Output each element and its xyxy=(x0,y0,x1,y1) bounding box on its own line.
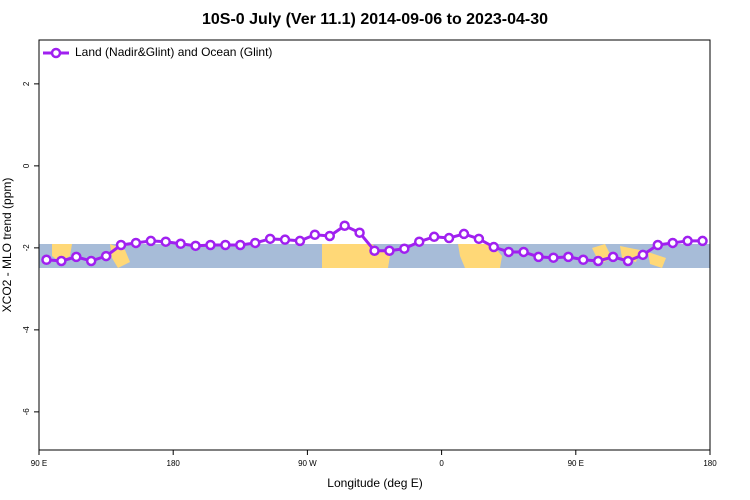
x-tick-label: 180 xyxy=(703,459,717,468)
y-tick-label: -4 xyxy=(22,326,31,334)
data-point xyxy=(637,249,649,261)
data-point xyxy=(458,228,470,240)
data-point xyxy=(652,239,664,251)
data-point xyxy=(592,255,604,267)
data-point xyxy=(563,251,574,263)
data-point xyxy=(339,220,350,231)
data-point xyxy=(697,235,708,247)
data-point xyxy=(130,237,142,249)
data-point xyxy=(309,229,321,240)
chart-title: 10S-0 July (Ver 11.1) 2014-09-06 to 2023… xyxy=(202,11,548,28)
data-point xyxy=(548,252,559,263)
data-point xyxy=(294,235,306,247)
x-tick-label: 90 W xyxy=(298,459,317,468)
plot-frame xyxy=(38,39,711,451)
x-tick-label: 0 xyxy=(439,459,444,468)
data-point xyxy=(399,243,410,254)
data-point xyxy=(533,251,544,263)
data-point xyxy=(220,239,231,251)
data-point xyxy=(667,237,678,249)
data-point xyxy=(607,251,619,263)
data-point xyxy=(413,236,425,247)
data-point xyxy=(354,227,365,238)
data-point xyxy=(249,237,261,249)
data-point xyxy=(324,230,336,242)
data-point xyxy=(578,254,589,266)
data-point xyxy=(115,239,127,251)
data-point xyxy=(264,233,276,245)
data-point xyxy=(682,235,693,247)
x-tick-label: 90 E xyxy=(568,459,584,468)
data-point xyxy=(622,255,634,267)
data-point xyxy=(473,233,485,245)
data-point xyxy=(205,239,216,251)
data-point xyxy=(160,236,171,247)
data-point xyxy=(503,246,514,258)
legend-marker xyxy=(50,47,62,59)
data-point xyxy=(100,250,112,262)
data-point xyxy=(41,254,52,266)
data-point xyxy=(443,232,455,244)
data-point xyxy=(145,235,157,247)
y-tick-label: 0 xyxy=(22,163,31,168)
data-point xyxy=(488,241,500,253)
data-point xyxy=(85,255,97,267)
y-tick-label: -2 xyxy=(22,244,31,252)
x-tick-label: 90 E xyxy=(31,459,47,468)
data-point xyxy=(175,238,186,250)
data-point xyxy=(369,245,380,256)
data-point xyxy=(56,255,67,267)
x-axis-label: Longitude (deg E) xyxy=(327,476,422,490)
data-point xyxy=(279,234,291,245)
data-point xyxy=(384,245,395,256)
data-point xyxy=(190,240,201,252)
legend-label: Land (Nadir&Glint) and Ocean (Glint) xyxy=(75,45,272,59)
data-point xyxy=(235,239,246,251)
x-tick-label: 180 xyxy=(167,459,181,468)
y-tick-label: 2 xyxy=(22,81,31,86)
y-tick-label: -6 xyxy=(22,408,31,416)
data-point xyxy=(428,231,440,243)
data-point xyxy=(518,246,529,258)
y-axis-label: XCO2 - MLO trend (ppm) xyxy=(0,178,14,313)
data-point xyxy=(71,251,82,263)
